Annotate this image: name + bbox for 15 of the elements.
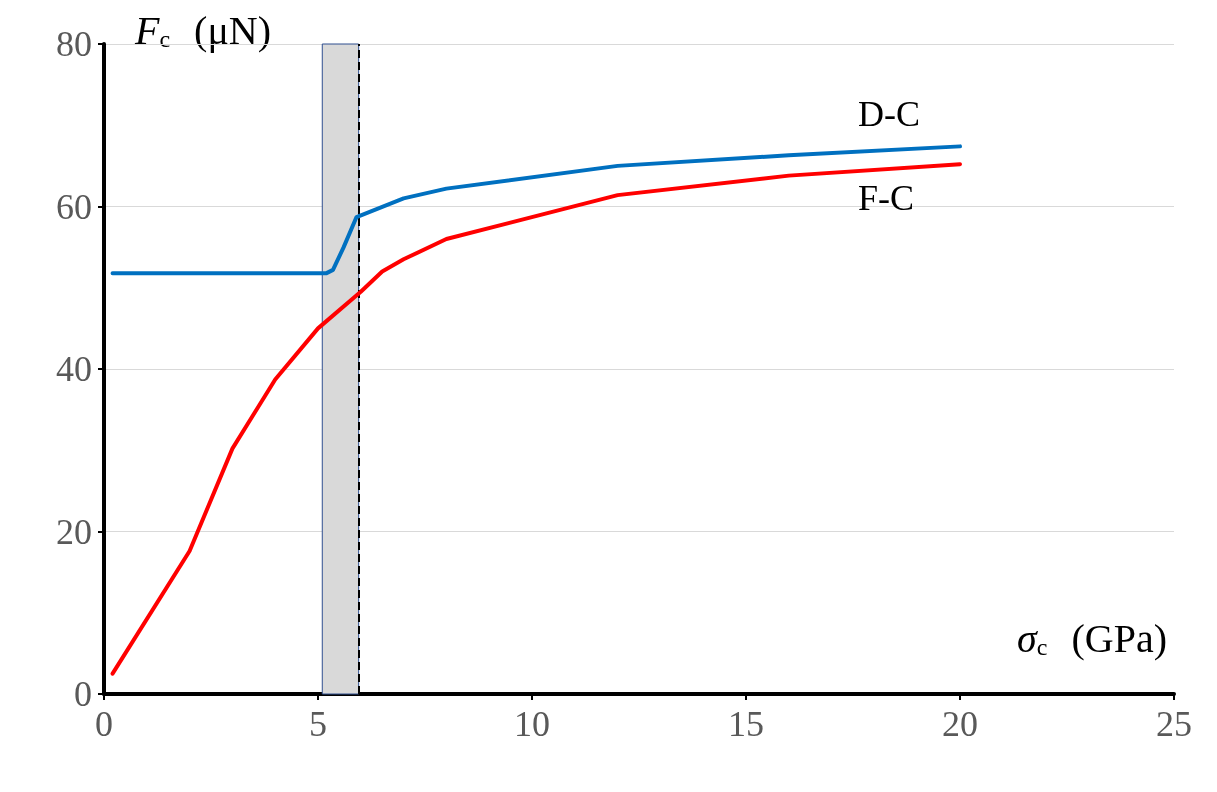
x-axis-title: σc (GPa)	[1017, 615, 1167, 661]
line-series	[110, 162, 962, 676]
y-tick-label: 60	[56, 186, 92, 227]
x-tick-label: 5	[309, 704, 327, 744]
series-label: F-C	[858, 178, 915, 219]
series-label: D-C	[858, 94, 920, 135]
y-tick-label: 20	[56, 511, 92, 552]
y-tick-label: 40	[56, 349, 92, 389]
x-tick-label: 20	[942, 704, 978, 744]
y-tick-label: 80	[56, 24, 92, 64]
x-tick-label: 15	[728, 704, 764, 744]
line-series	[110, 144, 962, 276]
x-tick-label: 25	[1156, 704, 1192, 744]
y-tick-label: 0	[74, 674, 92, 714]
x-tick-label: 10	[514, 704, 550, 744]
